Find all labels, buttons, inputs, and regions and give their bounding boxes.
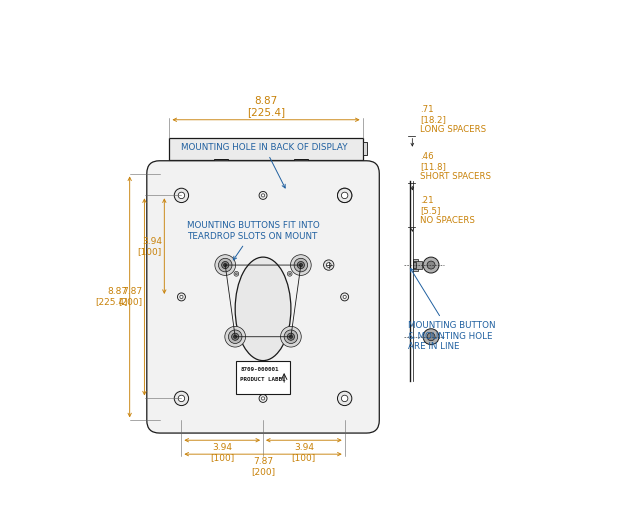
- Text: .71
[18.2]
LONG SPACERS: .71 [18.2] LONG SPACERS: [420, 104, 486, 134]
- Bar: [413, 262, 416, 268]
- Circle shape: [287, 333, 294, 340]
- Ellipse shape: [235, 257, 291, 361]
- Bar: [294, 159, 308, 171]
- Circle shape: [215, 255, 236, 276]
- Circle shape: [423, 329, 439, 345]
- Circle shape: [231, 333, 239, 340]
- FancyBboxPatch shape: [147, 161, 379, 433]
- Circle shape: [338, 188, 352, 203]
- Text: 8.87
[225.4]: 8.87 [225.4]: [95, 287, 128, 307]
- Circle shape: [261, 194, 264, 197]
- Circle shape: [338, 188, 352, 203]
- Circle shape: [289, 335, 292, 338]
- Text: .46
[11.8]
SHORT SPACERS: .46 [11.8] SHORT SPACERS: [420, 153, 491, 181]
- Circle shape: [261, 397, 264, 400]
- Circle shape: [284, 330, 298, 343]
- Circle shape: [343, 295, 346, 298]
- Text: MOUNTING BUTTON
& MOUNTING HOLE
ARE IN LINE: MOUNTING BUTTON & MOUNTING HOLE ARE IN L…: [409, 268, 496, 351]
- Circle shape: [259, 191, 267, 200]
- Circle shape: [234, 271, 239, 276]
- Bar: [169, 138, 363, 160]
- Text: PRODUCT LABEL: PRODUCT LABEL: [240, 377, 286, 382]
- Text: .21
[5.5]
NO SPACERS: .21 [5.5] NO SPACERS: [420, 196, 475, 225]
- Bar: [291, 170, 311, 177]
- Bar: [363, 142, 368, 155]
- Circle shape: [341, 192, 348, 199]
- Circle shape: [281, 326, 301, 347]
- Text: 3.94
[100]: 3.94 [100]: [210, 443, 234, 462]
- Circle shape: [327, 263, 331, 267]
- Circle shape: [338, 391, 352, 406]
- Circle shape: [423, 257, 439, 273]
- Circle shape: [236, 273, 237, 275]
- Text: MOUNTING BUTTONS FIT INTO
TEARDROP SLOTS ON MOUNT: MOUNTING BUTTONS FIT INTO TEARDROP SLOTS…: [187, 221, 319, 260]
- Text: 7.87
[200]: 7.87 [200]: [251, 457, 275, 476]
- Text: 3.94
[100]: 3.94 [100]: [137, 237, 162, 256]
- Text: 8.87
[225.4]: 8.87 [225.4]: [247, 96, 285, 117]
- Circle shape: [341, 192, 348, 199]
- Circle shape: [234, 335, 237, 338]
- Circle shape: [174, 188, 188, 203]
- Circle shape: [180, 295, 183, 298]
- Circle shape: [177, 293, 185, 301]
- Circle shape: [294, 258, 308, 272]
- Bar: [413, 261, 422, 269]
- Bar: [413, 259, 418, 271]
- Bar: [214, 159, 228, 171]
- Circle shape: [341, 293, 349, 301]
- Circle shape: [224, 264, 227, 267]
- Circle shape: [289, 273, 290, 275]
- Circle shape: [221, 262, 229, 269]
- Circle shape: [287, 271, 292, 276]
- Circle shape: [290, 255, 311, 276]
- Circle shape: [259, 394, 267, 402]
- Circle shape: [225, 326, 246, 347]
- Text: 7.87
[200]: 7.87 [200]: [118, 287, 142, 307]
- Circle shape: [299, 264, 302, 267]
- Circle shape: [341, 395, 348, 402]
- Circle shape: [323, 260, 334, 270]
- Bar: [211, 170, 231, 177]
- Text: MOUNTING HOLE IN BACK OF DISPLAY: MOUNTING HOLE IN BACK OF DISPLAY: [182, 143, 348, 188]
- Text: 3.94
[100]: 3.94 [100]: [292, 443, 316, 462]
- Circle shape: [427, 261, 435, 269]
- Circle shape: [228, 330, 242, 343]
- Circle shape: [174, 391, 188, 406]
- Circle shape: [427, 333, 435, 341]
- FancyBboxPatch shape: [236, 361, 290, 393]
- Circle shape: [179, 395, 185, 402]
- Circle shape: [179, 192, 185, 199]
- Circle shape: [218, 258, 232, 272]
- Text: 8709-000001: 8709-000001: [240, 367, 279, 372]
- Circle shape: [297, 262, 304, 269]
